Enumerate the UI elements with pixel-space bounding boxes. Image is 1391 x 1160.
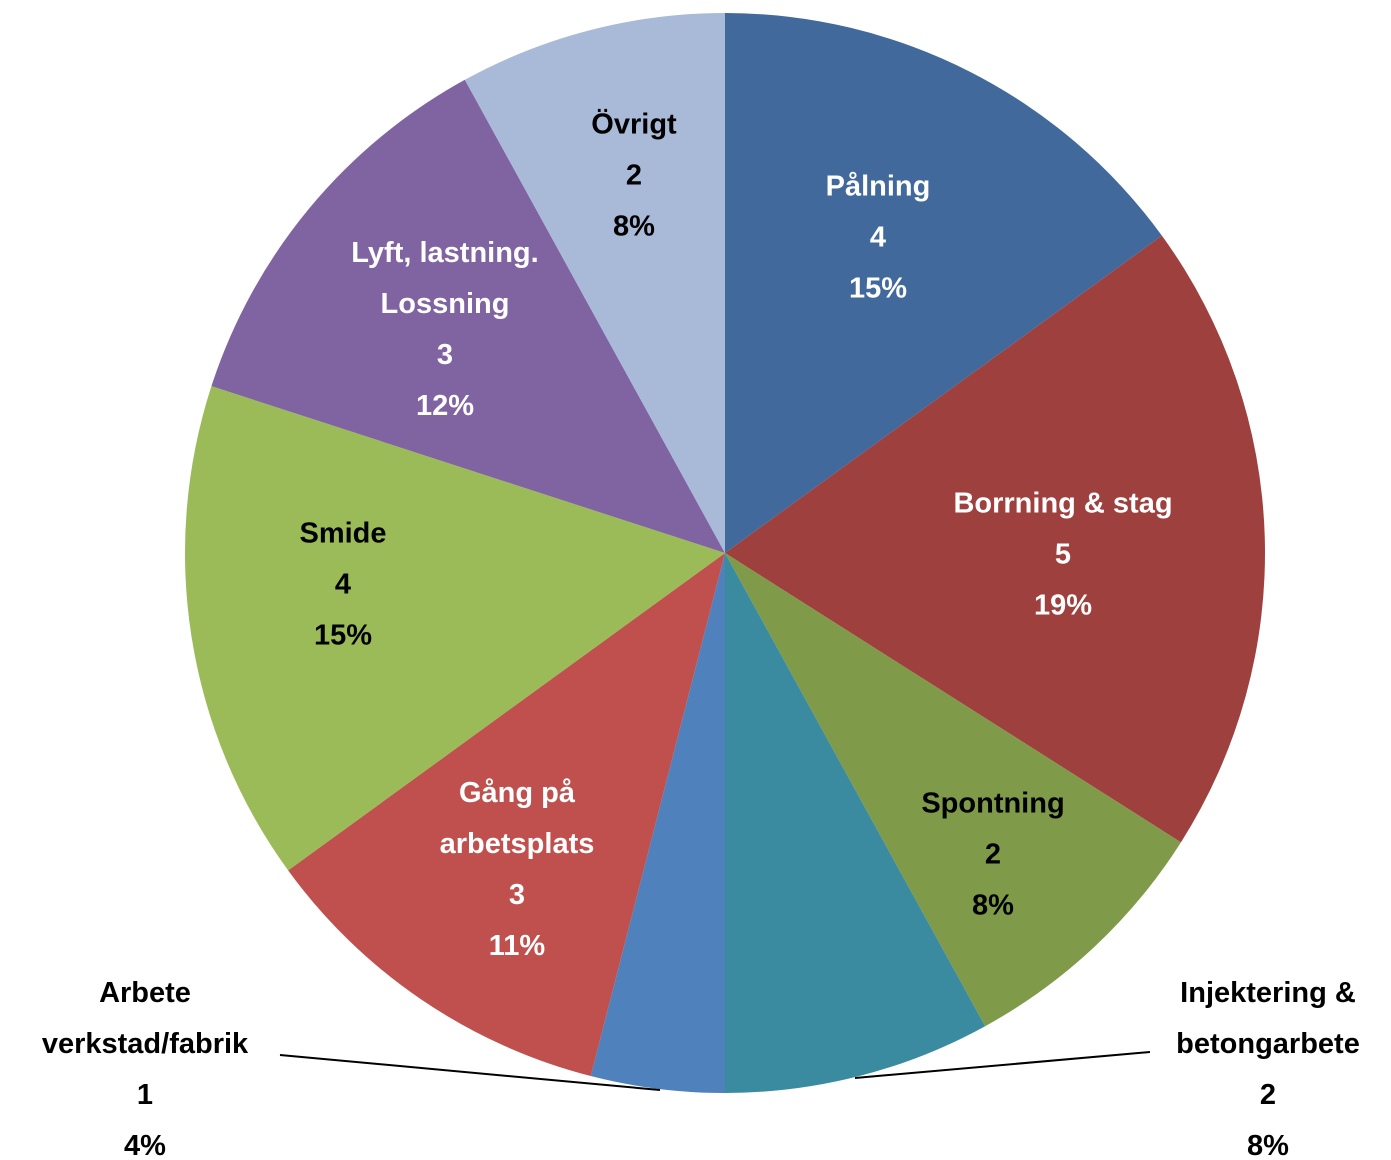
label-percent: 4%: [124, 1130, 166, 1160]
slice-label: Arbete verkstad/fabrik 1 4%: [42, 968, 248, 1160]
slice-label: Spontning 2 8%: [921, 779, 1064, 932]
label-count: 3: [436, 339, 454, 371]
label-percent: 8%: [1247, 1130, 1289, 1160]
label-name: Övrigt: [591, 108, 677, 141]
pie-slice: [464, 13, 725, 553]
label-percent: 8%: [613, 210, 655, 243]
pie-slice: [211, 79, 726, 553]
pie-slice: [725, 553, 986, 1093]
label-percent: 15%: [848, 272, 908, 305]
label-name: Spontning: [921, 787, 1065, 820]
label-count: 2: [625, 159, 643, 192]
pie-slice: [184, 386, 725, 871]
pie-slice: [590, 553, 725, 1093]
pie-slice: [725, 13, 1162, 553]
label-count: 4: [869, 221, 887, 254]
pie-slice: [725, 235, 1265, 843]
label-name: Gång på arbetsplats: [439, 777, 595, 860]
label-name: Arbete verkstad/fabrik: [41, 977, 249, 1060]
pie-slice: [725, 553, 1181, 1027]
leader-line: [854, 1051, 1151, 1079]
label-count: 3: [508, 879, 526, 911]
label-count: 4: [334, 568, 352, 601]
label-count: 1: [136, 1079, 154, 1111]
label-count: 2: [1259, 1079, 1277, 1111]
slice-label: Gång på arbetsplats 3 11%: [440, 768, 595, 972]
slice-label: Pålning 4 15%: [826, 162, 931, 315]
label-percent: 12%: [415, 390, 475, 422]
label-percent: 19%: [1033, 589, 1093, 622]
slice-label: Smide 4 15%: [299, 509, 386, 662]
label-name: Injektering & betongarbete: [1176, 977, 1360, 1060]
label-name: Borrning & stag: [953, 487, 1173, 520]
slice-label: Övrigt 2 8%: [591, 100, 676, 253]
label-name: Lyft, lastning. Lossning: [351, 237, 539, 320]
slice-label: Lyft, lastning. Lossning 3 12%: [351, 228, 538, 432]
leader-line: [279, 1054, 661, 1091]
slice-label: Borrning & stag 5 19%: [953, 479, 1172, 632]
label-percent: 11%: [488, 930, 546, 962]
label-name: Smide: [299, 517, 387, 550]
slice-label: Injektering & betongarbete 2 8%: [1176, 968, 1360, 1160]
label-count: 2: [984, 838, 1002, 871]
label-percent: 8%: [972, 889, 1014, 922]
pie-slice: [288, 553, 725, 1077]
label-count: 5: [1054, 538, 1072, 571]
label-name: Pålning: [825, 170, 931, 203]
label-percent: 15%: [313, 619, 373, 652]
